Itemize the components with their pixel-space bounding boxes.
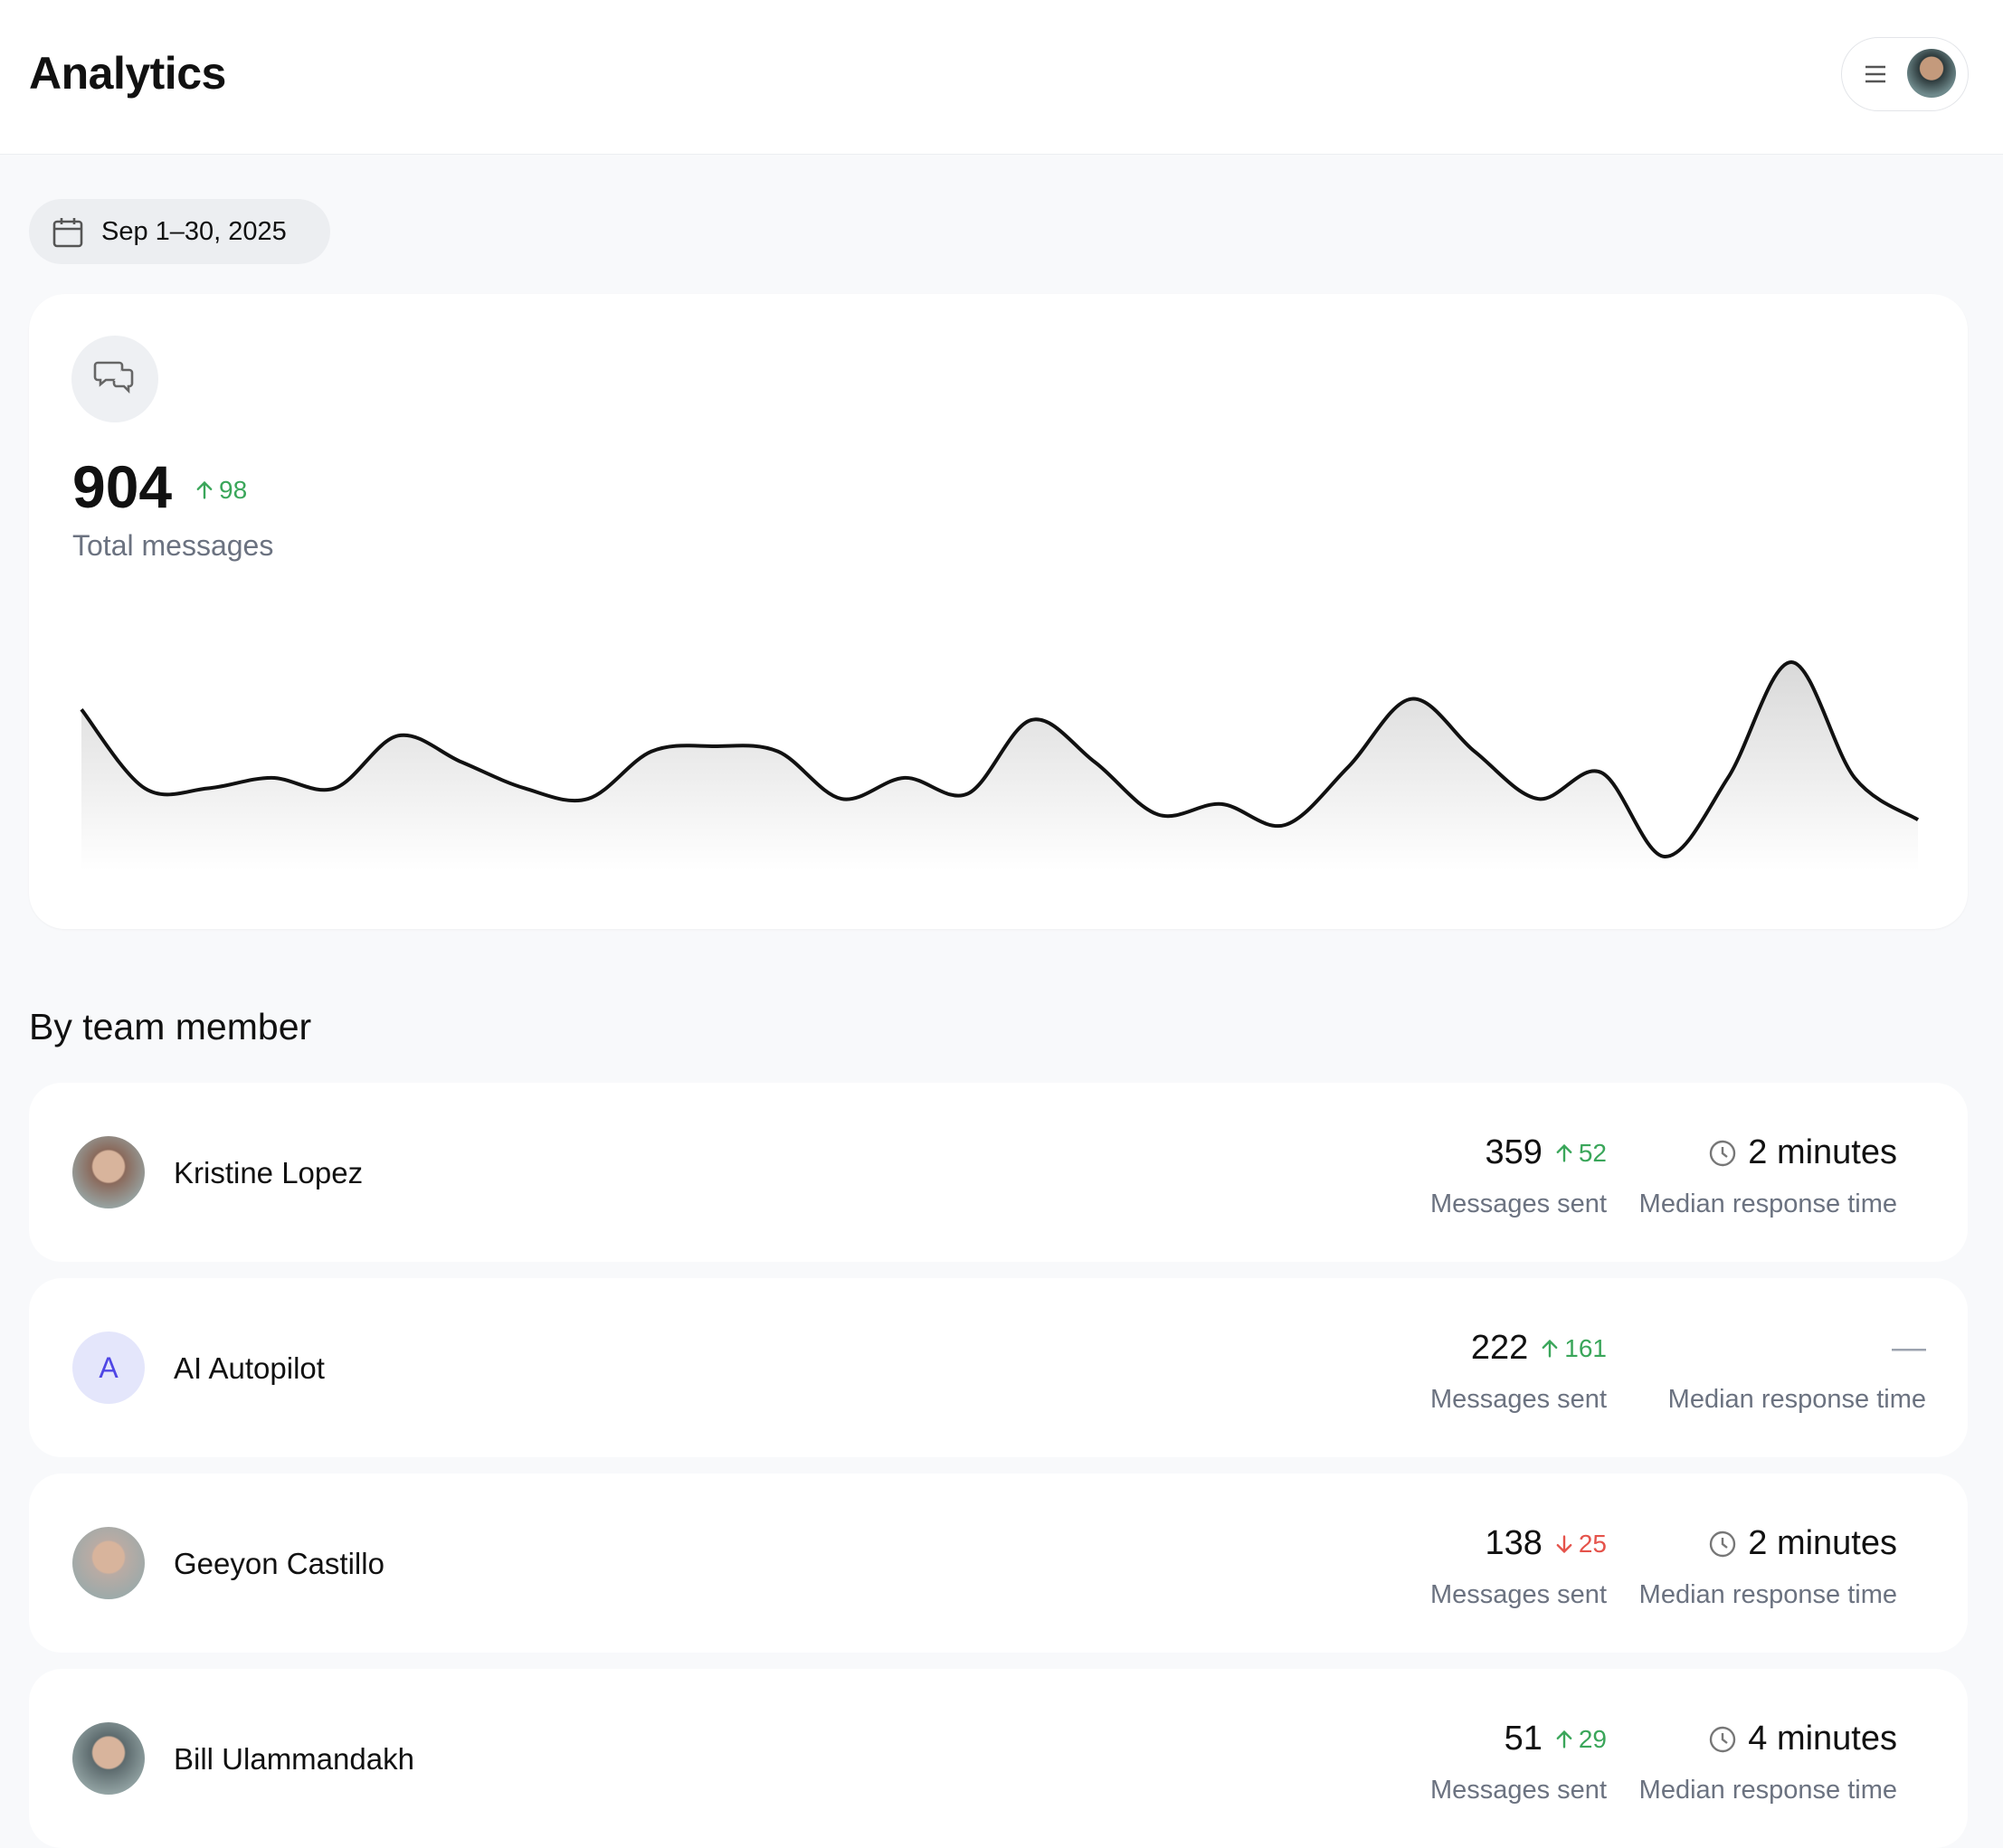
messages-value: 138 [1485, 1524, 1543, 1562]
clock-icon [1710, 1531, 1736, 1557]
total-label: Total messages [72, 529, 274, 562]
trend-arrow [1556, 1730, 1572, 1748]
messages-delta: 161 [1539, 1334, 1607, 1363]
messages: 51 29 [1505, 1720, 1607, 1758]
date-range: Sep 1–30, 2025 [101, 217, 287, 246]
messages-delta: 29 [1553, 1725, 1607, 1754]
member-row: A AI Autopilot 222 161 Messages sent — Median … [29, 1278, 1968, 1457]
trend-arrow [1556, 1534, 1572, 1553]
total-value: 904 [72, 453, 173, 520]
delta-value: 29 [1578, 1724, 1607, 1753]
clock-face [1710, 1531, 1736, 1557]
member-avatar: A [72, 1332, 145, 1404]
sparkline-area [81, 662, 1918, 871]
messages-value: 359 [1485, 1133, 1543, 1171]
member-row: Geeyon Castillo 138 25 Messages sent 2 minut… [29, 1474, 1968, 1653]
account-menu[interactable] [1841, 37, 1969, 111]
trend-arrow [1542, 1339, 1558, 1358]
member-name: Kristine Lopez [174, 1156, 364, 1189]
arrow-path [1556, 1730, 1572, 1748]
delta-value: 25 [1578, 1529, 1607, 1558]
sparkline-line [80, 659, 1920, 859]
member-name: AI Autopilot [174, 1351, 325, 1385]
messages: 222 161 [1471, 1329, 1607, 1368]
total-delta: 98 [194, 476, 247, 505]
response-value: 2 minutes [1748, 1133, 1897, 1171]
response-label: Median response time [1638, 1189, 1897, 1218]
clock-face [1710, 1140, 1736, 1166]
member-avatar [72, 1136, 145, 1208]
response-value: 2 minutes [1748, 1524, 1897, 1562]
trend-arrow [196, 480, 213, 499]
member-avatar [72, 1527, 145, 1599]
page-title: Analytics [29, 48, 226, 99]
response-value: — [1892, 1329, 1926, 1367]
member-avatar [72, 1722, 145, 1795]
date-picker[interactable] [29, 199, 330, 264]
member-name: Bill Ulammandakh [174, 1742, 414, 1776]
user-avatar [1907, 49, 1956, 98]
avatar-initial: A [99, 1350, 119, 1384]
messages-label: Messages sent [1429, 1385, 1607, 1414]
trend-arrow [1556, 1143, 1572, 1162]
response-value: 4 minutes [1748, 1720, 1897, 1758]
messages-delta: 52 [1553, 1139, 1607, 1168]
delta-value: 52 [1578, 1138, 1607, 1167]
response-label: Median response time [1638, 1580, 1897, 1609]
clock-icon [1710, 1140, 1736, 1166]
member-row: Bill Ulammandakh 51 29 Messages sent 4 minut… [29, 1669, 1968, 1848]
messages-label: Messages sent [1429, 1776, 1607, 1805]
messages: 138 25 [1485, 1524, 1607, 1563]
messages-label: Messages sent [1429, 1580, 1607, 1609]
clock-hands [1722, 1732, 1728, 1744]
section-title: By team member [29, 1006, 312, 1047]
messages-value: 51 [1504, 1720, 1543, 1758]
messages-label: Messages sent [1429, 1189, 1607, 1218]
delta-value: 161 [1564, 1333, 1607, 1362]
clock-icon [1710, 1726, 1736, 1752]
calendar-icon [52, 218, 83, 248]
clock-hands [1722, 1537, 1728, 1549]
clock-hands [1722, 1146, 1728, 1158]
response-time: — [1892, 1329, 1926, 1368]
menu-icon [1865, 65, 1885, 83]
member-row: Kristine Lopez 359 52 Messages sent 2 minute… [29, 1083, 1968, 1262]
messages-delta: 25 [1553, 1530, 1607, 1559]
sparkline [80, 659, 1920, 871]
arrow-path [1556, 1534, 1572, 1553]
arrow-path [1556, 1143, 1572, 1162]
page: Analytics Sep 1–30, 2025 904 98 Total me… [0, 0, 2003, 1805]
arrow-path [196, 480, 213, 499]
response-time: 2 minutes [1708, 1524, 1897, 1563]
messages-icon [71, 336, 158, 422]
messages-value: 222 [1470, 1329, 1529, 1367]
response-label: Median response time [1667, 1385, 1926, 1414]
header [0, 0, 2003, 155]
response-time: 2 minutes [1708, 1133, 1897, 1172]
delta-value: 98 [219, 476, 248, 504]
messages: 359 52 [1485, 1133, 1607, 1172]
chat-icon [93, 361, 134, 394]
arrow-path [1542, 1339, 1558, 1358]
clock-face [1710, 1726, 1736, 1752]
member-name: Geeyon Castillo [174, 1547, 384, 1580]
response-label: Median response time [1638, 1776, 1897, 1805]
response-time: 4 minutes [1708, 1720, 1897, 1758]
